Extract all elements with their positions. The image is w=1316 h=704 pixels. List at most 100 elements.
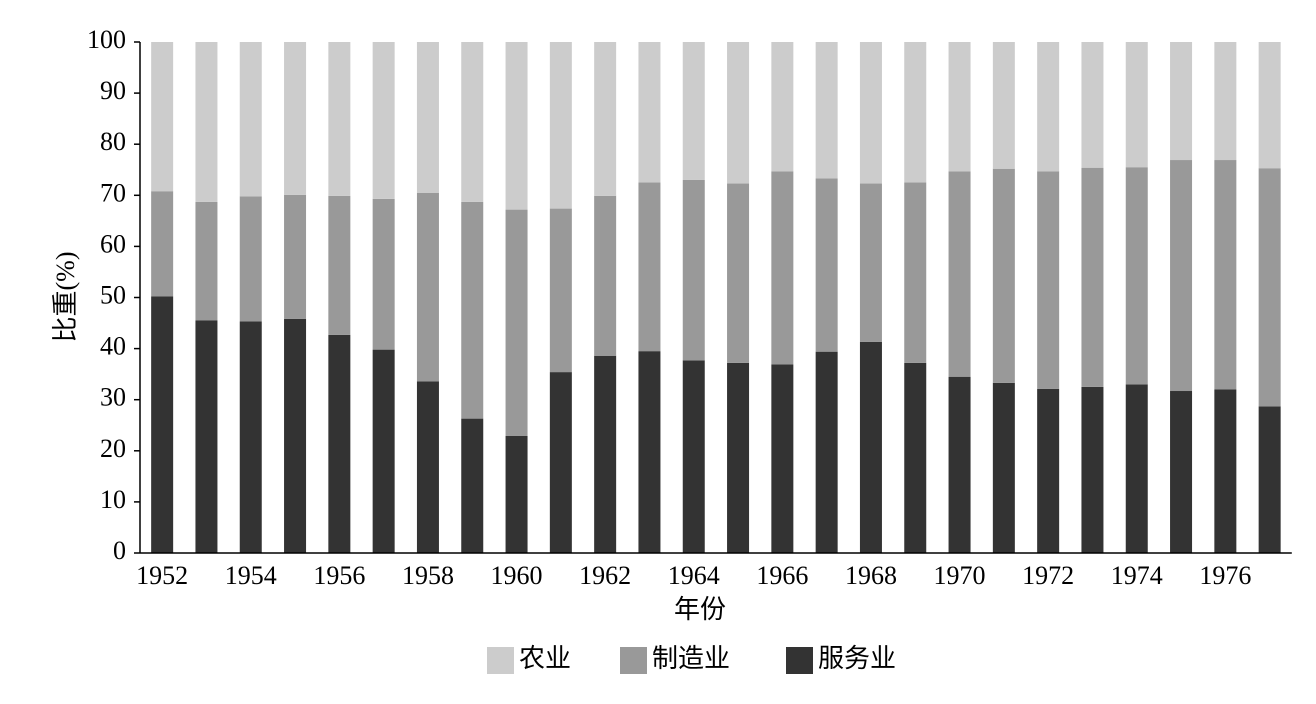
bar-segment [727,183,750,363]
x-tick-label: 1952 [136,561,188,590]
legend-label: 服务业 [818,644,896,673]
y-tick-label: 60 [100,229,126,258]
bar-segment [416,381,439,553]
bar-segment [328,42,351,196]
bar-segment [284,42,307,195]
bar-segment [372,349,395,553]
x-tick-label: 1976 [1199,561,1251,590]
bar-segment [1214,389,1237,553]
y-tick-label: 90 [100,76,126,105]
bar-segment [1081,386,1104,553]
x-tick-label: 1964 [668,561,720,590]
bar-segment [416,42,439,193]
bar-segment [549,42,572,209]
bar-segment [815,178,838,352]
bar-segment [195,320,218,553]
bar-segment [239,321,262,553]
bar-segment [992,168,1015,383]
bar-segment [549,208,572,373]
bar-segment [284,318,307,553]
bar-segment [948,42,971,172]
bar-segment [1170,160,1193,392]
bar-segment [859,42,882,184]
y-tick-label: 0 [113,536,126,565]
bar-segment [948,376,971,553]
bar-segment [904,362,927,553]
bar-segment [904,182,927,363]
x-axis-title: 年份 [674,595,726,624]
bar-segment [461,42,484,202]
bar-segment [859,341,882,553]
bar-segment [682,42,705,180]
bar-segment [1125,384,1148,553]
bar-segment [1081,167,1104,387]
y-tick-label: 100 [87,25,126,54]
bar-segment [815,351,838,553]
bar-segment [771,364,794,553]
bar-segment [1214,42,1237,161]
y-tick-label: 30 [100,383,126,412]
bar-segment [195,201,218,321]
bar-segment [594,42,617,196]
bar-segment [151,191,174,297]
bar-segment [372,198,395,350]
bar-segment [594,355,617,553]
y-axis-title: 比重(%) [51,252,80,343]
bar-segment [461,201,484,419]
x-tick-label: 1970 [934,561,986,590]
bar-segment [505,435,528,553]
bar-segment [815,42,838,179]
x-tick-label: 1968 [845,561,897,590]
bar-segment [1214,160,1237,390]
bar-segment [505,42,528,210]
bar-segment [1037,42,1060,172]
bar-segment [1037,171,1060,389]
bar-segment [948,171,971,377]
bar-segment [992,42,1015,169]
bar-segment [1258,42,1281,169]
x-tick-label: 1958 [402,561,454,590]
bar-segment [284,194,307,319]
bar-segment [195,42,218,202]
bar-segment [859,183,882,342]
x-tick-label: 1962 [579,561,631,590]
bar-segment [239,42,262,197]
bar-segment [151,296,174,553]
bar-segment [1258,168,1281,407]
x-tick-label: 1956 [313,561,365,590]
legend-swatch [487,647,514,674]
bar-segment [239,196,262,322]
bar-segment [549,372,572,553]
bar-segment [638,351,661,553]
bar-segment [372,42,395,199]
bar-segment [416,192,439,382]
bar-segment [638,42,661,183]
bar-segment [505,209,528,436]
bar-segment [1125,167,1148,385]
y-tick-label: 80 [100,127,126,156]
y-tick-label: 40 [100,332,126,361]
x-tick-label: 1974 [1111,561,1163,590]
bar-segment [727,42,750,184]
bar-segment [1258,406,1281,553]
bar-segment [1170,391,1193,553]
x-tick-label: 1972 [1022,561,1074,590]
y-tick-label: 10 [100,485,126,514]
y-tick-label: 20 [100,434,126,463]
x-tick-label: 1966 [756,561,808,590]
bar-segment [682,179,705,361]
bar-segment [594,195,617,356]
bar-segment [151,42,174,192]
legend-swatch [786,647,813,674]
legend-label: 农业 [519,644,571,673]
bar-segment [638,182,661,352]
bar-segment [1170,42,1193,161]
bar-segment [771,171,794,365]
bar-segment [1125,42,1148,168]
legend-label: 制造业 [652,644,730,673]
bar-segment [992,382,1015,553]
bar-segment [727,362,750,553]
bar-segment [904,42,927,183]
y-tick-label: 50 [100,280,126,309]
x-tick-label: 1960 [491,561,543,590]
